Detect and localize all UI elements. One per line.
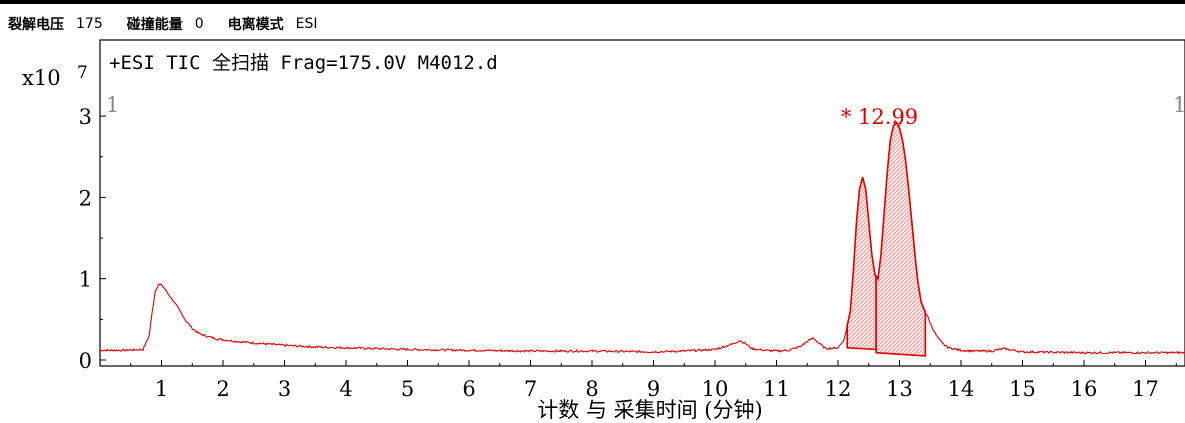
integrated-region-1 <box>846 176 877 351</box>
integrated-region-2 <box>875 121 927 357</box>
y-tick-label: 1 <box>79 268 92 292</box>
plot-frame <box>99 39 1185 367</box>
y-axis-ticks: 0 1 2 3 <box>79 105 106 373</box>
y-tick-label: 2 <box>79 186 92 210</box>
x-tick-label: 11 <box>763 377 790 401</box>
voltage-label: 裂解电压 <box>8 17 64 33</box>
ion-mode-value: ESI <box>295 16 318 32</box>
corner-label-right: 1 <box>1173 93 1185 117</box>
corner-label-left: 1 <box>106 93 119 117</box>
collision-value: 0 <box>194 16 204 32</box>
y-tick-label: 3 <box>79 105 92 129</box>
x-tick-label: 6 <box>462 377 475 401</box>
collision-label: 碰撞能量 <box>126 17 183 33</box>
x-tick-label: 9 <box>647 377 660 401</box>
x-tick-label: 17 <box>1132 377 1159 401</box>
y-multiplier: x10 <box>22 66 61 90</box>
x-tick-label: 13 <box>886 377 913 401</box>
x-tick-label: 16 <box>1071 377 1098 401</box>
y-exponent: 7 <box>77 63 88 83</box>
x-tick-label: 2 <box>216 377 229 401</box>
x-tick-label: 15 <box>1009 377 1036 401</box>
x-tick-label: 10 <box>702 377 729 401</box>
x-axis-ticks: 1 2 3 4 5 6 7 8 9 10 11 12 13 14 15 16 17 <box>130 360 1177 401</box>
x-axis-label: 计数 与 采集时间 (分钟) <box>537 398 762 422</box>
x-tick-label: 7 <box>524 377 537 401</box>
x-tick-label: 8 <box>585 377 598 401</box>
x-tick-label: 1 <box>155 377 168 401</box>
x-tick-label: 12 <box>825 377 852 401</box>
tic-trace <box>99 121 1185 355</box>
peak-label: * 12.99 <box>841 105 918 129</box>
acquisition-parameters: 裂解电压 175 碰撞能量 0 电离模式 ESI <box>8 14 342 34</box>
y-tick-label: 0 <box>79 349 92 373</box>
ion-mode-label: 电离模式 <box>227 17 284 33</box>
peak-marker <box>894 119 904 128</box>
x-tick-label: 14 <box>948 377 975 401</box>
chart-title: +ESI TIC 全扫描 Frag=175.0V M4012.d <box>109 52 498 74</box>
voltage-value: 175 <box>76 16 103 32</box>
x-tick-label: 5 <box>401 377 414 401</box>
x-tick-label: 3 <box>278 377 291 401</box>
x-tick-label: 4 <box>339 377 352 401</box>
top-rule <box>0 0 1185 4</box>
